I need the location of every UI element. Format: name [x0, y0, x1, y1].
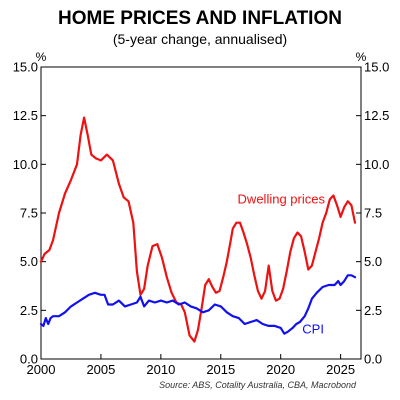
- series-label-cpi: CPI: [302, 322, 324, 337]
- y-tick-label-left: 2.5: [20, 303, 38, 318]
- x-tick-label: 2005: [86, 362, 115, 377]
- x-tick-label: 2000: [27, 362, 56, 377]
- y-tick-label-right: 15.0: [364, 60, 389, 75]
- series-labels: Dwelling prices CPI: [238, 191, 326, 336]
- x-tick-label: 2010: [146, 362, 175, 377]
- y-unit-left: %: [36, 50, 47, 64]
- y-unit-right: %: [356, 50, 367, 64]
- y-tick-label-left: 0.0: [20, 352, 38, 367]
- y-tick-label-left: 7.5: [20, 206, 38, 221]
- axis-ticks: 0.0 0.0 2.5 2.5 5.0 5.0 7.5 7.5 10.0 10.0 12.5 12.5…: [13, 60, 390, 378]
- x-tick-label: 2020: [266, 362, 295, 377]
- y-tick-label-left: 15.0: [13, 60, 38, 75]
- y-tick-label-left: 5.0: [20, 254, 38, 269]
- chart-title: HOME PRICES AND INFLATION: [58, 8, 342, 29]
- chart-subtitle: (5-year change, annualised): [113, 31, 287, 47]
- x-tick-label: 2025: [326, 362, 355, 377]
- series-label-dwelling-prices: Dwelling prices: [238, 191, 326, 206]
- y-tick-label-right: 12.5: [364, 108, 389, 123]
- series-line-cpi: [39, 274, 357, 335]
- y-tick-label-right: 0.0: [364, 352, 382, 367]
- source-note: Source: ABS, Cotality Australia, CBA, Ma…: [159, 380, 357, 390]
- y-tick-label-left: 12.5: [13, 108, 38, 123]
- y-tick-label-right: 5.0: [364, 254, 382, 269]
- y-tick-label-left: 10.0: [13, 157, 38, 172]
- x-tick-label: 2015: [206, 362, 235, 377]
- y-tick-label-right: 2.5: [364, 303, 382, 318]
- y-tick-label-right: 7.5: [364, 206, 382, 221]
- y-tick-label-right: 10.0: [364, 157, 389, 172]
- series-line-dwelling-prices: [39, 116, 357, 343]
- series-lines: [39, 116, 357, 343]
